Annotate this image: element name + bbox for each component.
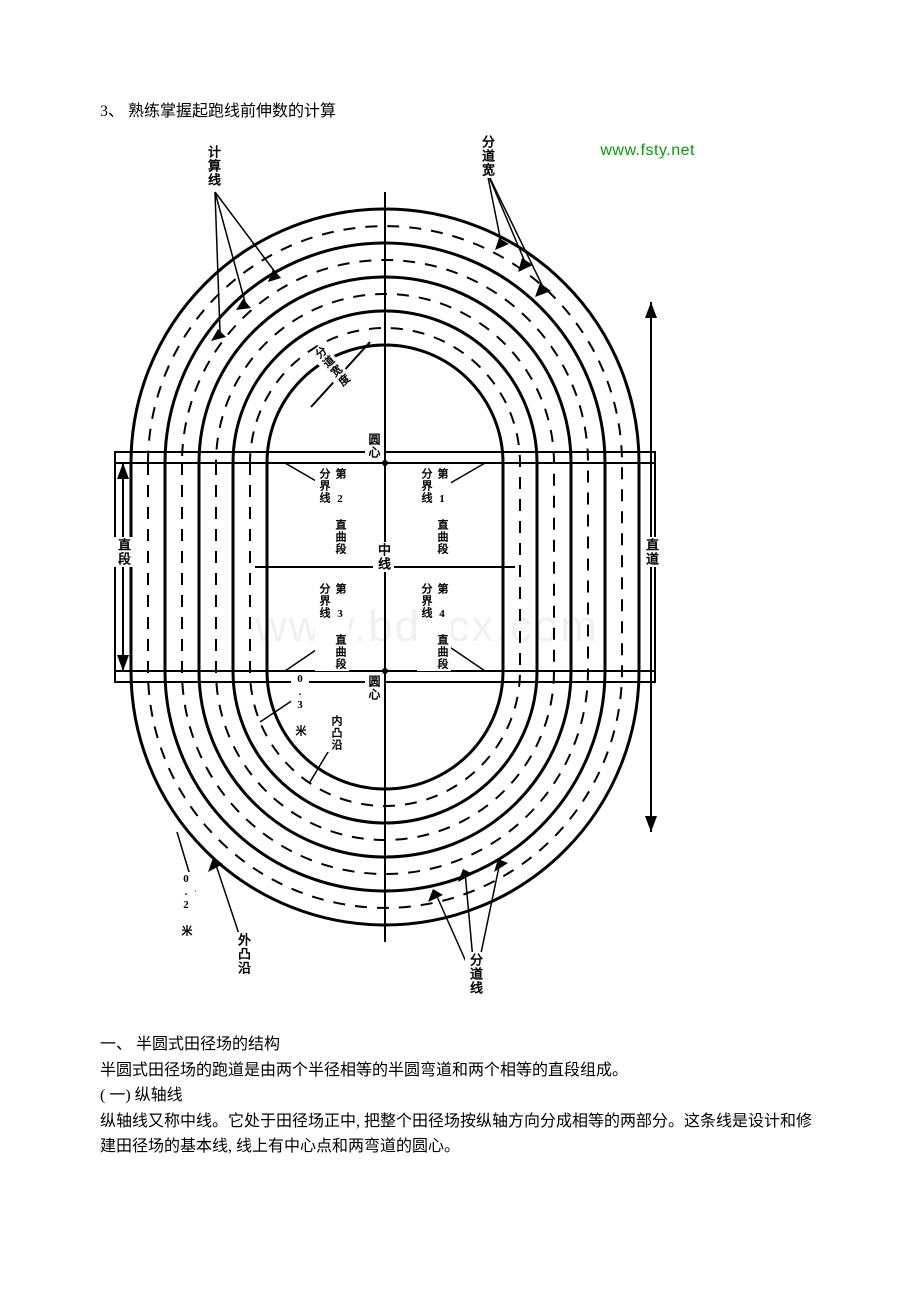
para-4: 纵轴线又称中线。它处于田径场正中, 把整个田径场按纵轴方向分成相等的两部分。这条… (100, 1109, 820, 1160)
label-center-line: 中线 (373, 542, 394, 572)
label-boundary-4: 第 4 直曲段 分界线 (417, 582, 451, 671)
track-diagram: www.fsty.net www.bdocx.com (105, 132, 665, 1002)
label-circle-center-upper: 圆心 (365, 432, 384, 460)
label-inner-kerb: 内凸沿 (327, 714, 345, 752)
label-straight-lane: 直道 (641, 537, 662, 567)
para-2: 半圆式田径场的跑道是由两个半径相等的半圆弯道和两个相等的直段组成。 (100, 1058, 820, 1084)
label-straight-segment: 直段 (113, 537, 134, 567)
label-lane-line: 分道线 (465, 952, 486, 996)
label-boundary-2: 第 2 直曲段 分界线 (315, 467, 349, 556)
para-3: ( 一) 纵轴线 (100, 1083, 820, 1109)
label-calc-line: 计算线 (203, 144, 224, 188)
label-outer-kerb: 外凸沿 (233, 932, 254, 976)
label-circle-center-lower: 圆心 (365, 674, 384, 702)
label-boundary-3: 第 3 直曲段 分界线 (315, 582, 349, 671)
label-02m: 0.2 米 (177, 872, 195, 938)
label-boundary-1: 第 1 直曲段 分界线 (417, 467, 451, 556)
label-lane-width-top: 分道宽 (477, 134, 498, 178)
source-url-label: www.fsty.net (600, 142, 695, 160)
para-1: 一、 半圆式田径场的结构 (100, 1032, 820, 1058)
body-text: 一、 半圆式田径场的结构 半圆式田径场的跑道是由两个半径相等的半圆弯道和两个相等… (100, 1032, 820, 1160)
section-heading: 3、 熟练掌握起跑线前伸数的计算 (100, 100, 820, 124)
label-03m: 0.3 米 (291, 672, 309, 738)
